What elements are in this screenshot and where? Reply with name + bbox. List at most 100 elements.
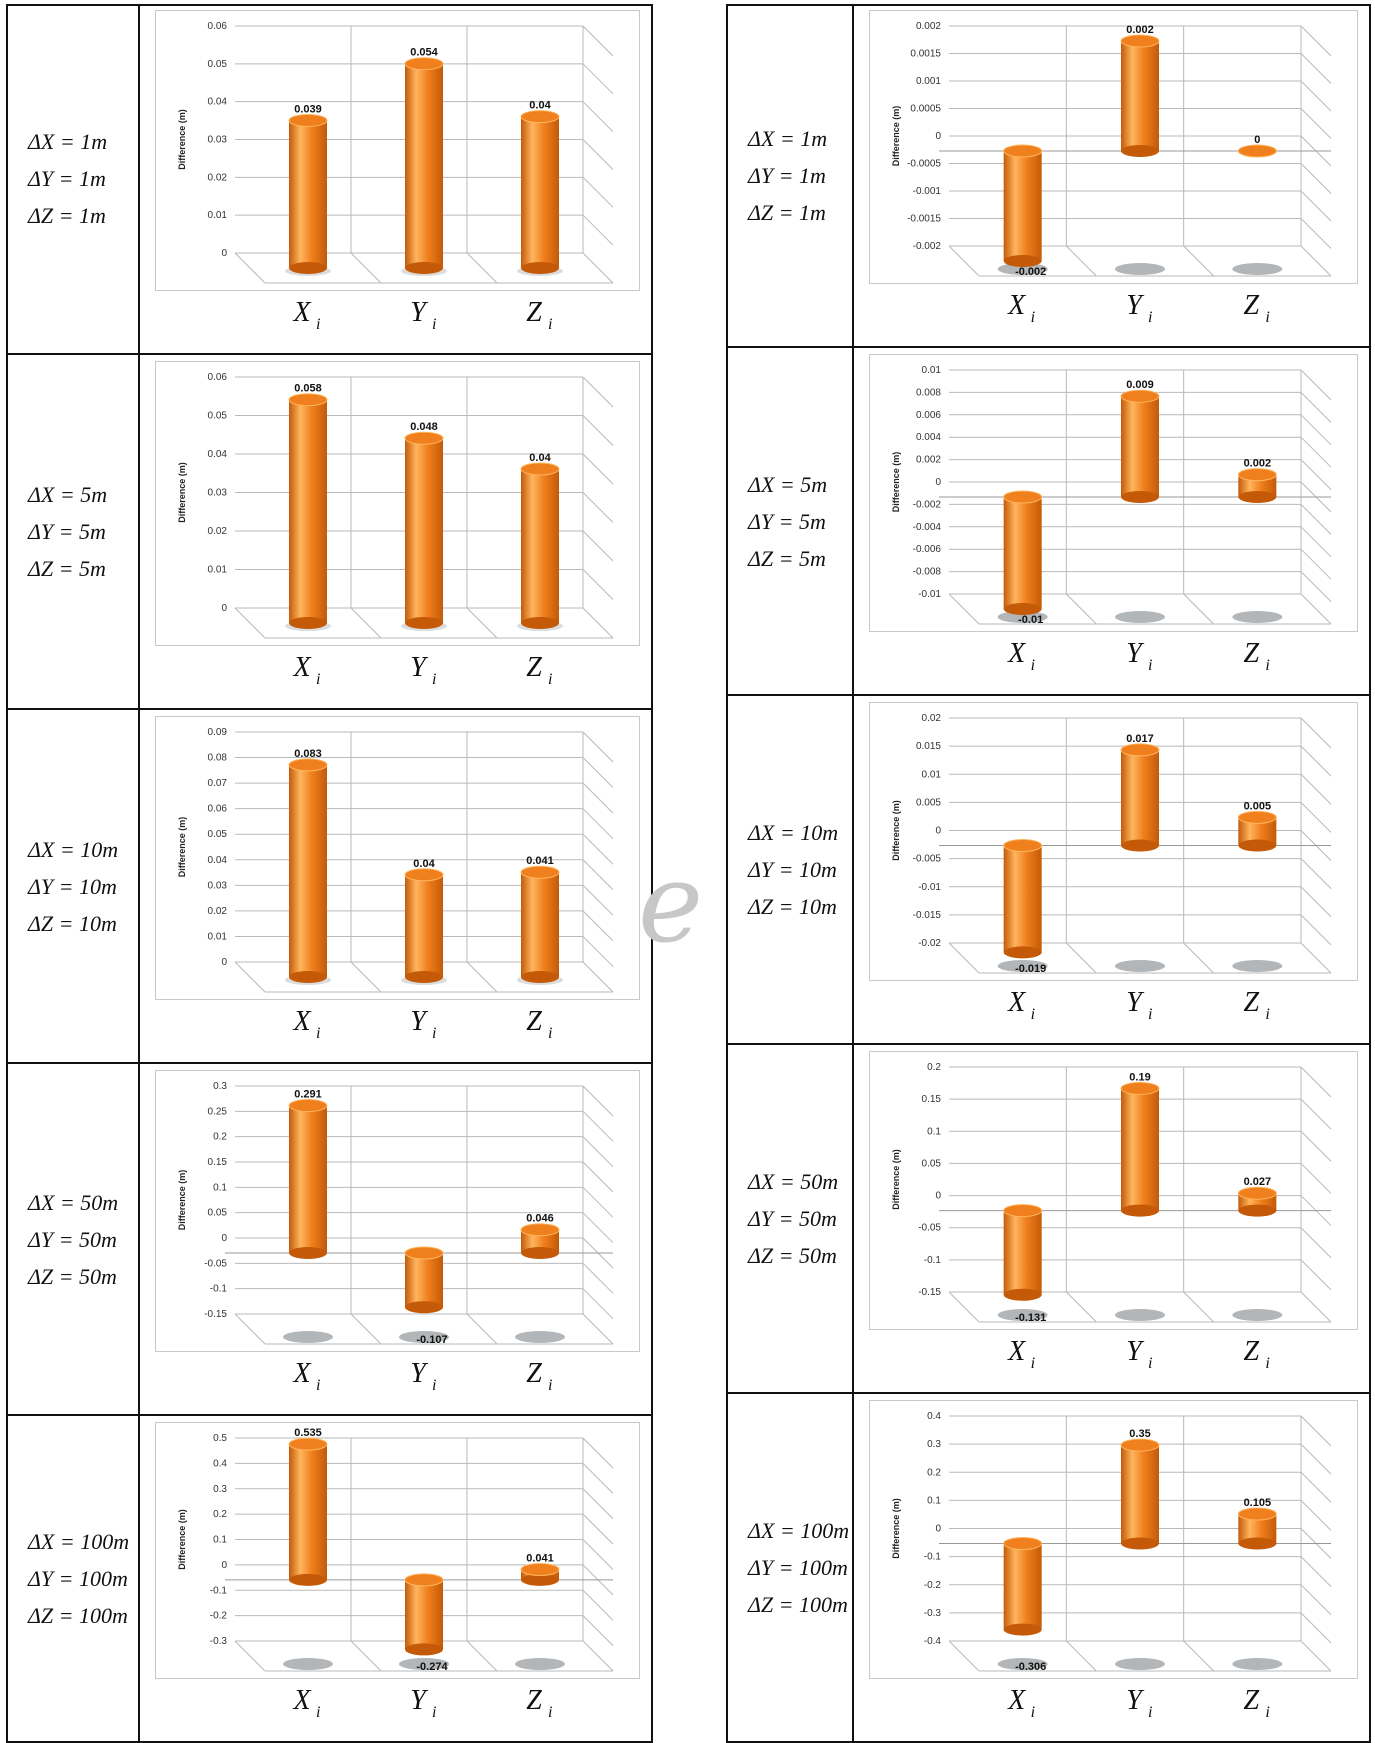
x-category-label: Y xyxy=(410,652,429,683)
y-tick-label: 0.015 xyxy=(916,741,941,752)
x-category-subscript: i xyxy=(548,671,552,688)
bar-body xyxy=(521,116,559,269)
bar-top xyxy=(404,868,444,882)
bar-top xyxy=(1237,144,1277,158)
y-tick-label: 0.2 xyxy=(927,1062,941,1073)
y-tick-label: 0.05 xyxy=(922,1158,942,1169)
watermark: e xyxy=(638,839,704,967)
chart-cell xyxy=(140,1064,653,1416)
y-tick-label: 0.04 xyxy=(208,449,228,460)
y-tick-label: 0 xyxy=(221,1560,227,1571)
y-tick-label: 0.03 xyxy=(208,880,228,891)
y-tick-label: 0.2 xyxy=(213,1509,227,1520)
bar-top xyxy=(404,431,444,445)
condition-line: ΔY = 50m xyxy=(748,1206,837,1231)
bar-x xyxy=(285,113,331,276)
data-label: 0.058 xyxy=(294,383,322,395)
condition-line: ΔZ = 100m xyxy=(748,1592,848,1617)
y-tick-label: 0 xyxy=(935,131,941,142)
y-tick-label: 0.002 xyxy=(916,21,941,32)
y-tick-label: 0.05 xyxy=(208,59,228,70)
y-axis-label: Difference (m) xyxy=(177,1170,187,1231)
chart-cell xyxy=(854,696,1371,1045)
condition-line: ΔX = 10m xyxy=(748,820,839,845)
bar-body xyxy=(289,764,327,977)
bar-top xyxy=(520,462,560,476)
x-category-subscript: i xyxy=(1148,1355,1152,1372)
bar-bottom xyxy=(1003,1288,1042,1301)
bar-bottom xyxy=(1121,839,1159,852)
bar-z xyxy=(517,865,563,985)
x-category-label: Y xyxy=(1126,290,1145,321)
condition-line: ΔY = 5m xyxy=(28,519,106,544)
bar-top xyxy=(1237,1186,1277,1200)
data-label: 0.105 xyxy=(1244,1497,1272,1509)
condition-cell: ΔX = 10m ΔY = 10m ΔZ = 10m xyxy=(726,696,854,1045)
bar-body xyxy=(521,469,559,623)
bar-shadow xyxy=(1115,1309,1165,1321)
data-label: 0.046 xyxy=(526,1213,554,1225)
condition-line: ΔY = 100m xyxy=(748,1555,848,1580)
chart-frame xyxy=(155,10,640,291)
bar-bottom xyxy=(289,617,327,629)
bar-body xyxy=(1121,1088,1159,1211)
bar-body xyxy=(405,63,443,269)
x-category-label: X xyxy=(292,1685,311,1716)
x-category-subscript: i xyxy=(1265,657,1269,674)
data-label: 0.027 xyxy=(1244,1176,1272,1188)
bar-body xyxy=(289,120,327,268)
y-tick-label: 0.09 xyxy=(208,727,228,738)
x-category-label: Y xyxy=(1126,1685,1145,1716)
x-category-label: Y xyxy=(410,1006,429,1037)
y-tick-label: 0.03 xyxy=(208,135,228,146)
bar-body xyxy=(1121,41,1159,151)
bar-bottom xyxy=(521,1573,559,1586)
x-category-label: Y xyxy=(410,297,429,328)
bar-bottom xyxy=(405,1643,443,1656)
data-label: 0.039 xyxy=(294,103,322,115)
bar-bottom xyxy=(289,971,327,983)
condition-cell: ΔX = 10m ΔY = 10m ΔZ = 10m xyxy=(6,710,140,1064)
bar-top xyxy=(520,1562,560,1576)
bar-bottom xyxy=(405,617,443,629)
bar-z xyxy=(515,1223,565,1343)
y-tick-label: 0.07 xyxy=(208,778,228,789)
x-category-subscript: i xyxy=(432,1704,436,1721)
bar-body xyxy=(521,872,559,977)
y-tick-label: 0.008 xyxy=(916,387,941,398)
x-category-label: X xyxy=(1007,987,1026,1018)
condition-line: ΔY = 10m xyxy=(28,873,117,899)
bar-top xyxy=(1120,389,1160,403)
x-category-label: Z xyxy=(526,1358,542,1389)
bar-top xyxy=(1003,144,1043,158)
x-category-subscript: i xyxy=(432,1377,436,1394)
data-label: -0.01 xyxy=(1018,614,1043,626)
data-label: 0.04 xyxy=(413,858,435,870)
bar-bottom xyxy=(289,1573,327,1586)
y-tick-label: -0.0005 xyxy=(907,159,941,170)
y-tick-label: 0.15 xyxy=(208,1157,228,1168)
chart-cell xyxy=(854,1045,1371,1394)
data-label: 0.048 xyxy=(410,421,438,433)
y-axis-label: Difference (m) xyxy=(891,106,901,167)
x-category-subscript: i xyxy=(1148,1704,1152,1721)
condition-line: ΔZ = 10m xyxy=(748,894,837,919)
x-category-label: X xyxy=(292,297,311,328)
data-label: 0.291 xyxy=(294,1089,322,1101)
y-tick-label: -0.1 xyxy=(210,1585,228,1596)
y-tick-label: 0.03 xyxy=(208,488,228,499)
condition-line: ΔX = 100m xyxy=(748,1518,850,1543)
y-tick-label: -0.002 xyxy=(913,499,942,510)
condition-line: ΔY = 50m xyxy=(28,1226,117,1252)
condition-line: ΔY = 1m xyxy=(748,162,826,188)
bar-top xyxy=(1003,1204,1043,1218)
y-tick-label: 0.05 xyxy=(208,1208,228,1219)
bar-chart: Difference (m) -0.02 -0.015 -0.01 -0.005 0 0.0… xyxy=(891,713,1332,1023)
bar-top xyxy=(1120,34,1160,48)
bar-z xyxy=(1232,1186,1283,1321)
condition-line: ΔX = 100m xyxy=(28,1529,130,1554)
y-tick-label: 0.0015 xyxy=(910,49,941,60)
condition-line: ΔZ = 100m xyxy=(28,1603,128,1628)
bar-top xyxy=(1237,468,1277,482)
condition-line: ΔX = 50m xyxy=(28,1189,119,1215)
